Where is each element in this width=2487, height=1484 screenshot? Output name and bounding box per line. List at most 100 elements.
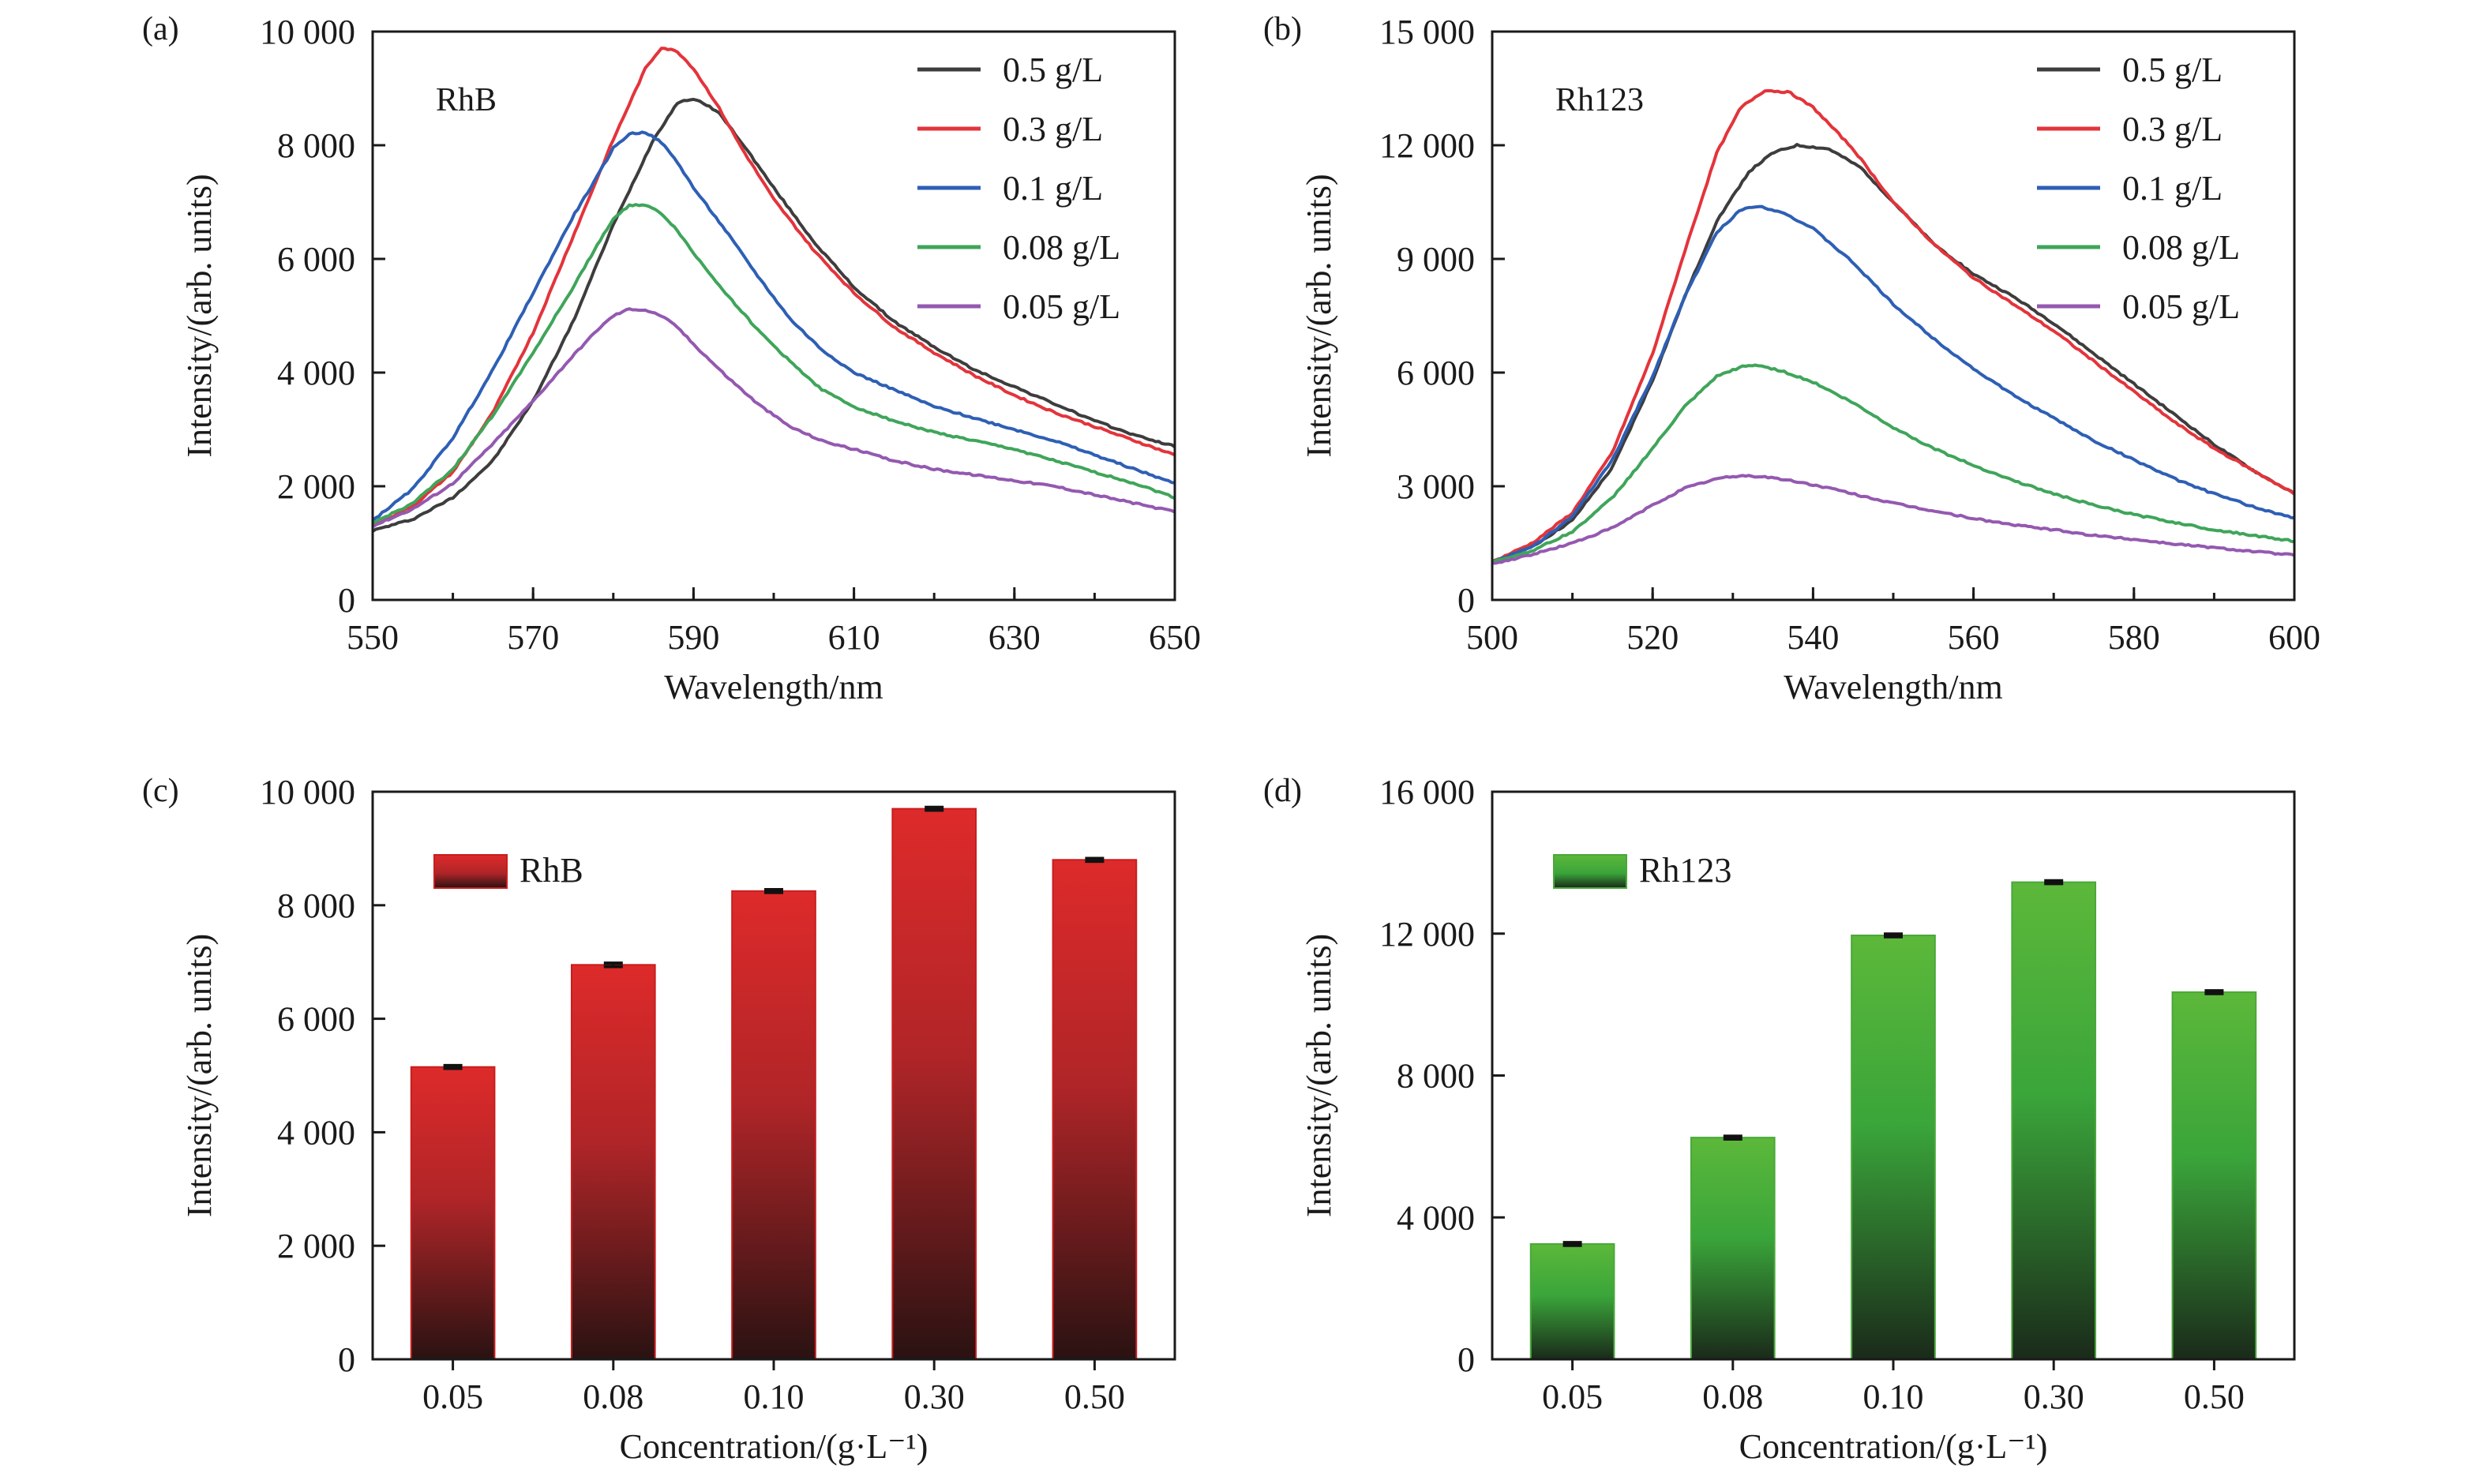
bar-0.08	[570, 964, 656, 1361]
legend-label: 0.1 g/L	[2122, 169, 2223, 208]
y-tick-label: 8 000	[1397, 1057, 1475, 1096]
bar-0.30	[2011, 881, 2097, 1360]
x-tick-label: 0.30	[904, 1377, 965, 1416]
series-line-0-1-g-L	[1491, 204, 2295, 564]
chart-panel-a: (a) 0 2 000 4 000 6 000 8 000 10 000 Intensity/…	[142, 11, 1201, 706]
y-axis-title: Intensity/(arb. units)	[180, 934, 219, 1217]
y-tick-label: 16 000	[1379, 773, 1475, 811]
legend-label: 0.08 g/L	[2122, 228, 2240, 267]
y-tick-label: 2 000	[277, 1227, 355, 1265]
y-axis-title: Intensity/(arb. units)	[1300, 174, 1338, 457]
bar-0.05	[1529, 1242, 1615, 1360]
legend-swatch	[433, 854, 508, 889]
plot-frame	[371, 790, 1176, 1361]
legend-swatch	[1553, 854, 1627, 889]
bar-0.50	[1052, 859, 1138, 1360]
bar-0.08	[1690, 1137, 1776, 1360]
y-tick-label: 9 000	[1397, 240, 1475, 279]
series-line-0-05-g-L	[371, 307, 1176, 529]
bar-0.10	[1851, 934, 1936, 1360]
plot-frame	[371, 30, 1176, 601]
series-line-0-5-g-L	[371, 97, 1176, 533]
panel-label: (c)	[142, 773, 179, 809]
legend-label: 0.08 g/L	[1003, 228, 1120, 267]
y-tick-label: 8 000	[277, 886, 355, 925]
bar-0.50	[2171, 991, 2257, 1360]
series-line-0-08-g-L	[1491, 363, 2295, 564]
x-tick-label: 0.08	[583, 1377, 643, 1416]
y-tick-label: 8 000	[277, 126, 355, 165]
x-tick-label: 520	[1626, 618, 1679, 657]
panel-label: (a)	[142, 11, 179, 47]
series-line-0-3-g-L	[371, 47, 1176, 528]
series-line-0-1-g-L	[371, 130, 1176, 522]
y-tick-label: 4 000	[1397, 1198, 1475, 1237]
panel-label: (d)	[1263, 773, 1302, 809]
legend-label: 0.5 g/L	[2122, 51, 2223, 89]
x-tick-label: 0.50	[1064, 1377, 1125, 1416]
y-tick-label: 6 000	[277, 240, 355, 279]
y-tick-label: 4 000	[277, 354, 355, 392]
x-tick-label: 0.05	[422, 1377, 483, 1416]
y-tick-label: 6 000	[1397, 354, 1475, 392]
legend-label: 0.05 g/L	[1003, 287, 1120, 326]
bar-0.30	[891, 808, 977, 1360]
y-axis-title: Intensity/(arb. units)	[1300, 934, 1338, 1217]
x-tick-label: 630	[988, 618, 1041, 657]
legend-label: 0.3 g/L	[2122, 110, 2223, 148]
legend-label: Rh123	[1639, 851, 1731, 890]
legend-label: RhB	[520, 851, 583, 890]
legend-label: 0.5 g/L	[1003, 51, 1103, 89]
y-tick-label: 0	[338, 581, 355, 620]
chart-panel-c: (c) 0 2 000 4 000 6 000 8 000 10 000 Intensity/…	[142, 773, 1176, 1466]
x-tick-label: 600	[2268, 618, 2320, 657]
series-line-0-08-g-L	[372, 203, 1176, 525]
x-tick-label: 560	[1948, 618, 2000, 657]
x-tick-label: 550	[347, 618, 399, 657]
panel-label: (b)	[1263, 11, 1302, 47]
x-axis-title: Wavelength/nm	[1784, 668, 2003, 706]
x-tick-label: 590	[667, 618, 719, 657]
x-tick-label: 0.08	[1702, 1377, 1763, 1416]
y-tick-label: 10 000	[260, 773, 355, 811]
x-axis-title: Concentration/(g·L⁻¹)	[620, 1427, 928, 1466]
y-tick-label: 10 000	[260, 13, 355, 51]
y-tick-label: 3 000	[1397, 467, 1475, 506]
series-line-0-3-g-L	[1491, 88, 2296, 564]
chart-panel-d: (d) 0 4 000 8 000 12 000 16 000 Intensity/(arb…	[1263, 773, 2296, 1466]
legend-label: 0.3 g/L	[1003, 110, 1103, 148]
x-tick-label: 580	[2108, 618, 2160, 657]
y-tick-label: 0	[338, 1340, 355, 1379]
series-line-0-05-g-L	[1491, 474, 2295, 565]
inner-label: RhB	[436, 82, 497, 118]
y-tick-label: 0	[1457, 1340, 1475, 1379]
x-tick-label: 0.30	[2024, 1377, 2084, 1416]
x-tick-label: 0.10	[1863, 1377, 1924, 1416]
y-tick-label: 0	[1457, 581, 1475, 620]
bar-0.05	[410, 1066, 496, 1360]
x-tick-label: 0.05	[1542, 1377, 1603, 1416]
chart-panel-b: (b) 0 3 000 6 000 9 000 12 000 15 000 Intensity…	[1263, 11, 2320, 706]
y-tick-label: 15 000	[1379, 13, 1475, 51]
x-tick-label: 610	[828, 618, 880, 657]
x-tick-label: 650	[1149, 618, 1201, 657]
x-axis-title: Concentration/(g·L⁻¹)	[1739, 1427, 2048, 1466]
legend-label: 0.1 g/L	[1003, 169, 1103, 208]
y-tick-label: 12 000	[1379, 915, 1475, 954]
x-tick-label: 500	[1466, 618, 1518, 657]
x-tick-label: 0.10	[744, 1377, 805, 1416]
bar-0.10	[731, 890, 816, 1360]
y-tick-label: 12 000	[1379, 126, 1475, 165]
x-tick-label: 0.50	[2184, 1377, 2245, 1416]
legend-label: 0.05 g/L	[2122, 287, 2240, 326]
y-tick-label: 2 000	[277, 467, 355, 506]
inner-label: Rh123	[1555, 82, 1644, 118]
x-axis-title: Wavelength/nm	[664, 668, 883, 706]
plot-frame	[1491, 30, 2296, 601]
x-tick-label: 540	[1787, 618, 1839, 657]
y-tick-label: 4 000	[277, 1113, 355, 1152]
y-axis-title: Intensity/(arb. units)	[180, 174, 219, 457]
plot-frame	[1491, 790, 2296, 1361]
x-tick-label: 570	[507, 618, 559, 657]
